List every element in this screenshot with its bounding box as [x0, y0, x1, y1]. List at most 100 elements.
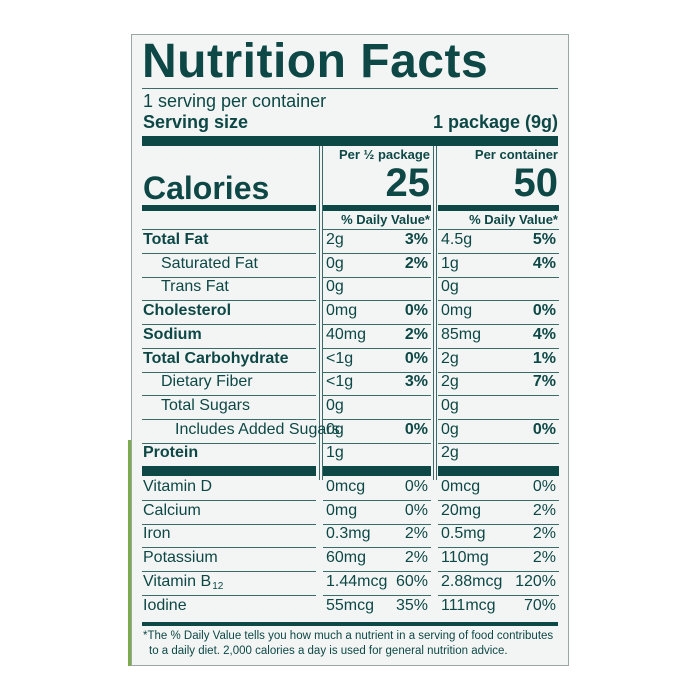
- calories-value: 50: [513, 161, 559, 205]
- amount: 2g: [441, 444, 459, 462]
- dv-heading: % Daily Value*: [341, 212, 430, 227]
- nutrient-label: Protein: [143, 444, 199, 462]
- daily-value: 2%: [532, 525, 556, 543]
- amount: 0mg: [326, 501, 358, 519]
- amount: <1g: [326, 373, 354, 391]
- daily-value: 2%: [404, 325, 428, 343]
- nutrient-label: Vitamin D: [143, 478, 213, 495]
- amount: 20mg: [441, 501, 482, 519]
- daily-value: 3%: [404, 373, 428, 391]
- package-edge: [128, 440, 132, 666]
- footnote: to a daily diet. 2,000 calories a day is…: [149, 645, 508, 657]
- amount: 60mg: [326, 549, 367, 567]
- row-divider: [323, 372, 431, 373]
- rule: [142, 205, 316, 211]
- amount: 0g: [441, 278, 459, 296]
- row-divider: [323, 395, 431, 396]
- amount: 110mg: [441, 549, 489, 567]
- daily-value: 4%: [532, 254, 556, 272]
- daily-value: 3%: [404, 231, 428, 248]
- row-divider: [323, 253, 431, 254]
- footnote: *The % Daily Value tells you how much a …: [143, 630, 554, 642]
- daily-value: 70%: [523, 596, 556, 614]
- row-divider: [142, 88, 558, 89]
- row-divider: [438, 595, 559, 596]
- amount: 40mg: [326, 325, 367, 343]
- daily-value: 35%: [395, 596, 428, 614]
- row-divider: [438, 348, 559, 349]
- amount: 1.44mcg: [326, 572, 388, 590]
- row-divider: [142, 395, 316, 396]
- amount: 0mcg: [326, 478, 366, 495]
- row-divider: [323, 595, 431, 596]
- row-divider: [142, 324, 316, 325]
- rule: [323, 205, 431, 211]
- row-divider: [438, 229, 559, 230]
- nutrient-label: Includes Added Sugars: [175, 420, 340, 438]
- amount: 0mg: [326, 302, 358, 320]
- row-divider: [438, 395, 559, 396]
- amount: 0.3mg: [326, 525, 371, 543]
- amount: 111mcg: [441, 596, 496, 614]
- column-divider: [436, 146, 437, 480]
- calories-label: Calories: [143, 170, 270, 206]
- amount: 2.88mcg: [441, 572, 503, 590]
- serving-size-label: Serving size: [143, 112, 249, 132]
- column-heading: Per container: [474, 147, 558, 162]
- amount: 0mg: [441, 302, 473, 320]
- amount: 2g: [441, 373, 459, 391]
- row-divider: [323, 500, 431, 501]
- row-divider: [142, 348, 316, 349]
- row-divider: [142, 277, 316, 278]
- nutrient-label: Potassium: [143, 549, 218, 567]
- amount: 0g: [326, 420, 344, 438]
- rule: [142, 136, 558, 146]
- row-divider: [438, 277, 559, 278]
- amount: 0g: [326, 278, 344, 296]
- row-divider: [438, 524, 559, 525]
- row-divider: [323, 324, 431, 325]
- amount: 0g: [326, 254, 344, 272]
- row-divider: [438, 547, 559, 548]
- row-divider: [323, 348, 431, 349]
- daily-value: 0%: [404, 349, 428, 367]
- daily-value: 0%: [532, 478, 556, 495]
- amount: 85mg: [441, 325, 482, 343]
- nutrient-label: Dietary Fiber: [161, 373, 253, 391]
- row-divider: [323, 571, 431, 572]
- serving-size: 1 package (9g): [432, 112, 558, 132]
- daily-value: 2%: [404, 549, 428, 567]
- daily-value: 2%: [532, 549, 556, 567]
- row-divider: [323, 443, 431, 444]
- row-divider: [438, 300, 559, 301]
- row-divider: [142, 524, 316, 525]
- column-divider: [433, 146, 434, 480]
- row-divider: [438, 571, 559, 572]
- row-divider: [142, 229, 316, 230]
- dv-heading: % Daily Value*: [469, 212, 558, 227]
- daily-value: 2%: [404, 254, 428, 272]
- row-divider: [323, 547, 431, 548]
- label-subscript: 12: [212, 580, 224, 592]
- amount: 0g: [441, 396, 459, 414]
- amount: 0.5mg: [441, 525, 486, 543]
- row-divider: [438, 372, 559, 373]
- amount: 2g: [441, 349, 459, 367]
- row-divider: [438, 419, 559, 420]
- nutrient-label: Iron: [143, 525, 171, 543]
- nutrient-label: Total Sugars: [161, 396, 250, 414]
- row-divider: [438, 253, 559, 254]
- amount: <1g: [326, 349, 354, 367]
- title: Nutrition Facts: [142, 35, 489, 88]
- row-divider: [142, 372, 316, 373]
- row-divider: [142, 419, 316, 420]
- row-divider: [323, 524, 431, 525]
- daily-value: 7%: [532, 373, 556, 391]
- row-divider: [142, 595, 316, 596]
- servings: 1 serving per container: [143, 91, 327, 111]
- nutrient-label: Iodine: [143, 596, 187, 614]
- amount: 0mcg: [441, 478, 481, 495]
- daily-value: 60%: [395, 572, 428, 590]
- amount: 1g: [326, 444, 344, 462]
